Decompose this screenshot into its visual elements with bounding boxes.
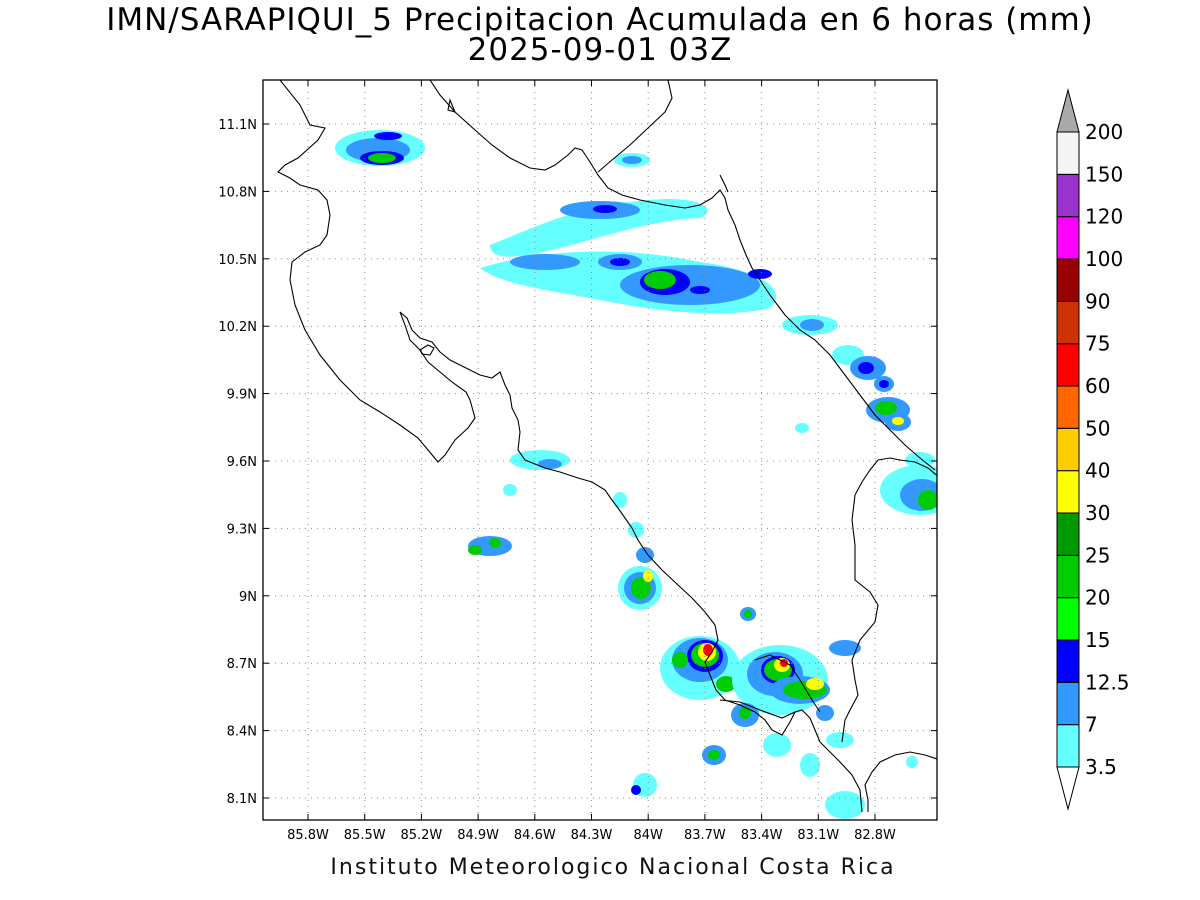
lat-tick-label: 9N: [239, 590, 257, 605]
lat-tick-label: 9.3N: [227, 522, 257, 537]
colorbar-band: [1056, 639, 1080, 683]
colorbar-label: 3.5: [1085, 755, 1117, 779]
lon-tick-label: 85.8W: [287, 828, 329, 843]
colorbar-label: 120: [1085, 205, 1123, 229]
colorbar-label: 40: [1085, 459, 1110, 483]
lon-tick-label: 85.2W: [400, 828, 442, 843]
colorbar-band: [1056, 724, 1080, 768]
colorbar-band: [1056, 681, 1080, 726]
colorbar-band: [1056, 554, 1080, 599]
colorbar-label: 15: [1085, 628, 1110, 652]
lat-tick-label: 9.6N: [227, 455, 257, 470]
lat-tick-label: 8.1N: [227, 792, 257, 807]
colorbar-label: 12.5: [1085, 670, 1130, 694]
lat-tick-label: 10.8N: [218, 185, 257, 200]
colorbar: 3.5 7 12.5 15 20 25 30 40 50 60 75 90 100 120 150 200: [1056, 88, 1130, 811]
colorbar-label: 7: [1085, 713, 1098, 737]
map-title: IMN/SARAPIQUI_5 Precipitacion Acumulada …: [106, 2, 1094, 38]
colorbar-label: 100: [1085, 247, 1123, 271]
colorbar-label: 90: [1085, 289, 1110, 313]
map-gridlines: [263, 80, 937, 820]
lon-tick-label: 84W: [633, 828, 663, 843]
colorbar-band: [1056, 512, 1080, 556]
colorbar-label: 30: [1085, 501, 1110, 525]
lon-tick-label: 83.7W: [684, 828, 726, 843]
colorbar-band: [1056, 427, 1080, 472]
colorbar-label: 200: [1085, 120, 1123, 144]
colorbar-band: [1056, 131, 1080, 175]
lat-tick-label: 11.1N: [218, 118, 257, 133]
footer-credit: Instituto Meteorologico Nacional Costa R…: [330, 855, 896, 880]
colorbar-band: [1056, 300, 1080, 345]
longitude-axis: 85.8W 85.5W 85.2W 84.9W 84.6W 84.3W 84W 83.7W 83…: [287, 80, 896, 843]
lon-tick-label: 84.6W: [514, 828, 556, 843]
lon-tick-label: 83.4W: [741, 828, 783, 843]
map-datetime: 2025-09-01 03Z: [467, 32, 733, 68]
colorbar-label: 60: [1085, 374, 1110, 398]
colorbar-max-arrow: [1056, 88, 1080, 133]
colorbar-band: [1056, 216, 1080, 260]
lat-tick-label: 10.2N: [218, 320, 257, 335]
colorbar-label: 20: [1085, 586, 1110, 610]
coastlines: [277, 80, 937, 813]
colorbar-band: [1056, 258, 1080, 302]
lat-tick-label: 8.4N: [227, 725, 257, 740]
colorbar-min-arrow: [1056, 766, 1080, 811]
colorbar-label: 75: [1085, 332, 1110, 356]
colorbar-label: 50: [1085, 416, 1110, 440]
map-frame: [262, 79, 938, 821]
lon-tick-label: 84.3W: [571, 828, 613, 843]
colorbar-band: [1056, 343, 1080, 387]
precipitation-field: [335, 130, 937, 819]
lat-tick-label: 8.7N: [227, 657, 257, 672]
lon-tick-label: 83.1W: [797, 828, 839, 843]
colorbar-band: [1056, 385, 1080, 429]
latitude-axis: 11.1N 10.8N 10.5N 10.2N 9.9N 9.6N 9.3N 9N 8.7N 8.…: [218, 118, 937, 807]
lat-tick-label: 10.5N: [218, 253, 257, 268]
colorbar-band: [1056, 597, 1080, 641]
colorbar-label: 25: [1085, 543, 1110, 567]
lon-tick-label: 85.5W: [344, 828, 386, 843]
lon-tick-label: 82.8W: [854, 828, 896, 843]
colorbar-label: 150: [1085, 162, 1123, 186]
lat-tick-label: 9.9N: [227, 388, 257, 403]
lon-tick-label: 84.9W: [457, 828, 499, 843]
colorbar-band: [1056, 470, 1080, 514]
colorbar-band: [1056, 173, 1080, 218]
